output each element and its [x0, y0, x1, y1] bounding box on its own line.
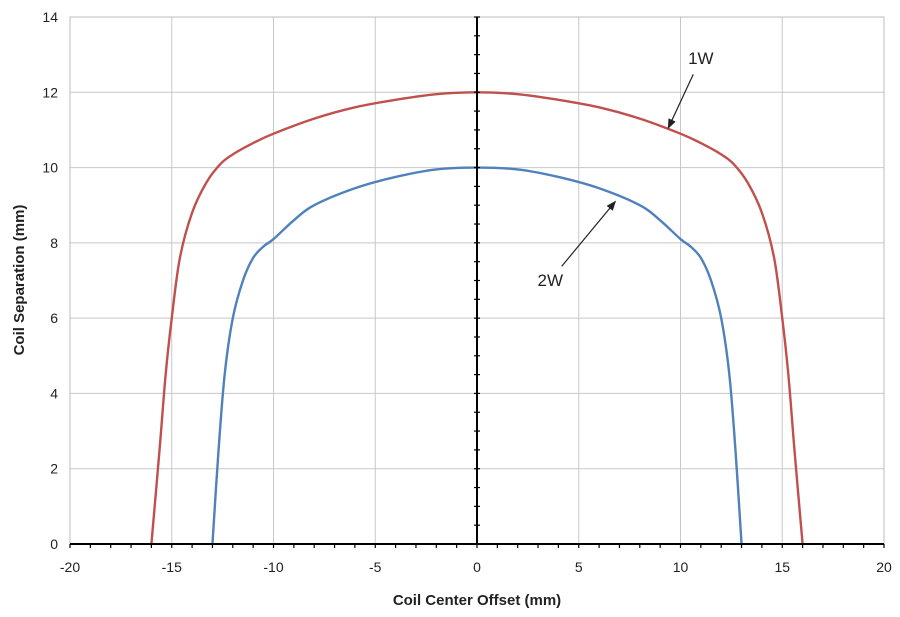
annotation-arrow-1w [667, 74, 694, 129]
vertical-gridlines [171, 17, 783, 544]
axes [69, 16, 885, 548]
x-tick-label: 15 [774, 559, 790, 575]
x-tick-label: -15 [162, 559, 182, 575]
x-tick-label: -20 [60, 559, 80, 575]
annotations: 1W 2W [538, 49, 714, 290]
x-tick-label: 10 [673, 559, 689, 575]
y-tick-label: 12 [42, 84, 58, 100]
x-tick-label: 5 [575, 559, 583, 575]
x-tick-label: 20 [876, 559, 892, 575]
y-tick-label: 6 [50, 310, 58, 326]
y-tick-label: 4 [50, 385, 58, 401]
x-tick-label: 0 [473, 559, 481, 575]
x-axis-title: Coil Center Offset (mm) [393, 592, 561, 609]
annotation-arrow-2w [561, 200, 617, 267]
annotation-label-2w: 2W [538, 271, 564, 290]
y-axis-title: Coil Separation (mm) [11, 205, 28, 356]
y-tick-label: 10 [42, 160, 58, 176]
y-tick-label: 8 [50, 235, 58, 251]
x-tick-labels: -20 -15 -10 -5 0 5 10 15 20 [60, 559, 892, 575]
x-tick-label: -5 [369, 559, 382, 575]
y-tick-labels: 0 2 4 6 8 10 12 14 [42, 9, 58, 552]
y-tick-label: 2 [50, 461, 58, 477]
x-tick-label: -10 [263, 559, 283, 575]
annotation-label-1w: 1W [688, 49, 714, 68]
y-tick-label: 14 [42, 9, 58, 25]
y-tick-label: 0 [50, 536, 58, 552]
